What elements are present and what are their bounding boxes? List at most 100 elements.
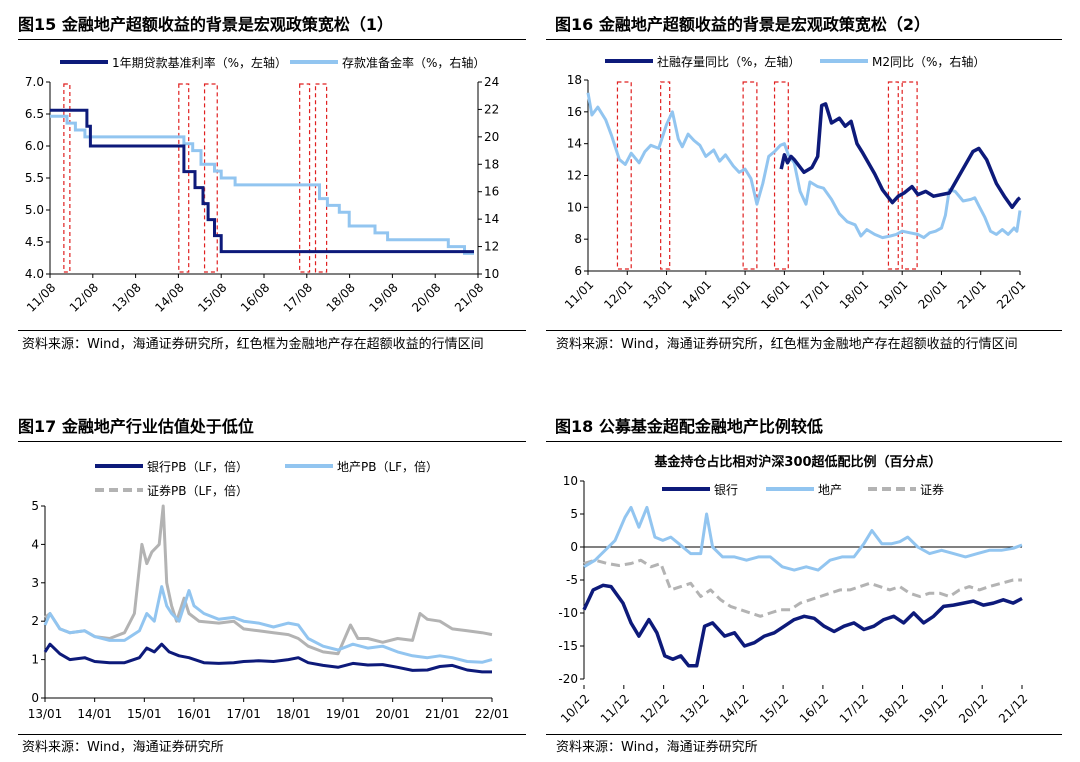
chart17-y-label: 2 bbox=[31, 614, 39, 628]
chart18-y-label: -5 bbox=[566, 573, 578, 587]
chart16-x-label: 14/01 bbox=[680, 277, 714, 311]
source-note-18: 资料来源：Wind，海通证券研究所 bbox=[556, 740, 758, 755]
chart16-highlight-box bbox=[616, 81, 632, 270]
chart15-y-left-label: 5.0 bbox=[25, 203, 44, 217]
source-rule-18 bbox=[546, 734, 1062, 735]
chart16-highlight-box bbox=[773, 81, 789, 270]
chart15-highlight-box bbox=[299, 83, 311, 273]
chart15-y-right-label: 10 bbox=[484, 267, 499, 281]
chart18-y-label: -15 bbox=[558, 639, 578, 653]
chart18-x-label: 14/12 bbox=[717, 691, 751, 725]
panel-title-17: 图17 金融地产行业估值处于低位 bbox=[18, 417, 254, 436]
chart16-y-label: 18 bbox=[567, 73, 582, 87]
chart16-y-label: 12 bbox=[567, 169, 582, 183]
chart18-y-label: 0 bbox=[570, 540, 578, 554]
chart17-series-realestate bbox=[43, 585, 493, 664]
source-rule-16 bbox=[546, 330, 1062, 331]
title-rule-16 bbox=[546, 39, 1062, 40]
chart15-x-label: 20/08 bbox=[409, 280, 443, 314]
chart17-legend-bank-label: 银行PB（LF，倍） bbox=[147, 459, 248, 474]
chart16-x-label: 15/01 bbox=[719, 277, 753, 311]
chart15-legend-lpr-label: 1年期贷款基准利率（%，左轴） bbox=[112, 55, 287, 70]
title-rule-18 bbox=[546, 441, 1062, 442]
chart17-y-label: 1 bbox=[31, 653, 39, 667]
chart16-y-label: 14 bbox=[567, 137, 582, 151]
chart17-x-label: 15/01 bbox=[127, 707, 162, 721]
panel-title-15: 图15 金融地产超额收益的背景是宏观政策宽松（1） bbox=[18, 15, 393, 34]
chart18-title: 基金持仓占比相对沪深300超低配比例（百分点） bbox=[653, 454, 941, 470]
chart17-x-label: 16/01 bbox=[177, 707, 212, 721]
chart16-x-label: 13/01 bbox=[641, 277, 675, 311]
chart17-x-label: 17/01 bbox=[226, 707, 261, 721]
chart15-y-right-label: 16 bbox=[484, 185, 499, 199]
chart15-highlight-box bbox=[314, 83, 328, 273]
source-note-16: 资料来源：Wind，海通证券研究所，红色框为金融地产存在超额收益的行情区间 bbox=[556, 337, 1018, 352]
chart15-highlight-box bbox=[63, 83, 71, 273]
chart15-x-label: 11/08 bbox=[24, 280, 58, 314]
chart15-y-left-label: 4.5 bbox=[25, 235, 44, 249]
chart17-x-label: 18/01 bbox=[276, 707, 311, 721]
chart18-legend-realestate-label: 地产 bbox=[818, 483, 842, 497]
chart17-x-label: 22/01 bbox=[475, 707, 510, 721]
chart18-legend-securities-label: 证券 bbox=[920, 482, 944, 497]
chart16-series-m2 bbox=[586, 92, 1022, 240]
chart15-highlight-box bbox=[203, 83, 218, 273]
chart15-x-label: 19/08 bbox=[366, 280, 400, 314]
chart16-x-label: 20/01 bbox=[915, 277, 949, 311]
chart16-highlight-box bbox=[742, 81, 758, 270]
chart15-x-label: 17/08 bbox=[281, 280, 315, 314]
chart18-x-label: 17/12 bbox=[837, 691, 871, 725]
chart17-series-bank bbox=[43, 642, 492, 674]
chart16-highlight-box bbox=[901, 81, 918, 270]
chart16-legend-m2-label: M2同比（%，右轴） bbox=[872, 54, 985, 69]
chart16-highlight-box bbox=[660, 81, 671, 270]
chart18-x-label: 15/12 bbox=[757, 691, 791, 725]
chart15-y-left-label: 4.0 bbox=[25, 267, 44, 281]
chart18-x-label: 18/12 bbox=[877, 691, 911, 725]
chart15-y-left-label: 6.5 bbox=[25, 107, 44, 121]
panel-title-16: 图16 金融地产超额收益的背景是宏观政策宽松（2） bbox=[555, 15, 930, 34]
chart17-legend-realestate-label: 地产PB（LF，倍） bbox=[337, 459, 438, 474]
chart15-y-left-label: 5.5 bbox=[25, 171, 44, 185]
chart15-x-label: 14/08 bbox=[152, 280, 186, 314]
chart16-legend-tsf-label: 社融存量同比（%，左轴） bbox=[657, 54, 800, 69]
chart15-y-right-label: 18 bbox=[484, 157, 499, 171]
chart16-y-label: 6 bbox=[574, 264, 582, 278]
chart15-y-left-label: 7.0 bbox=[25, 75, 44, 89]
chart15-x-label: 12/08 bbox=[67, 280, 101, 314]
chart15-y-right-label: 20 bbox=[484, 130, 499, 144]
chart15-y-right-label: 12 bbox=[484, 240, 499, 254]
chart17-x-label: 20/01 bbox=[375, 707, 410, 721]
chart18-x-label: 13/12 bbox=[677, 691, 711, 725]
chart15-y-right-label: 24 bbox=[484, 75, 499, 89]
chart18-legend-bank-label: 银行 bbox=[714, 483, 738, 497]
chart18-x-label: 19/12 bbox=[916, 691, 950, 725]
chart17-y-label: 5 bbox=[31, 499, 39, 513]
chart18-x-label: 10/12 bbox=[558, 691, 592, 725]
chart18-x-label: 21/12 bbox=[996, 691, 1030, 725]
chart16-series-tsf bbox=[779, 102, 1022, 210]
source-note-15: 资料来源：Wind，海通证券研究所，红色框为金融地产存在超额收益的行情区间 bbox=[22, 337, 484, 352]
chart16-x-label: 21/01 bbox=[955, 277, 989, 311]
chart16-x-label: 18/01 bbox=[837, 277, 871, 311]
chart17-legend-securities-label: 证券PB（LF，倍） bbox=[147, 483, 248, 498]
chart15-y-right-label: 22 bbox=[484, 102, 499, 116]
source-rule-17 bbox=[18, 734, 526, 735]
chart17-y-label: 0 bbox=[31, 691, 39, 705]
chart18-y-label: -20 bbox=[558, 672, 578, 686]
chart18-x-label: 20/12 bbox=[956, 691, 990, 725]
chart15-x-label: 18/08 bbox=[324, 280, 358, 314]
chart15-y-right-label: 14 bbox=[484, 212, 499, 226]
chart15-y-left-label: 6.0 bbox=[25, 139, 44, 153]
chart16-x-label: 17/01 bbox=[798, 277, 832, 311]
chart15-x-label: 21/08 bbox=[452, 280, 486, 314]
chart17-y-label: 4 bbox=[31, 537, 39, 551]
title-rule-15 bbox=[18, 39, 526, 40]
chart16-x-label: 22/01 bbox=[994, 277, 1028, 311]
chart16-x-label: 16/01 bbox=[758, 277, 792, 311]
chart17-x-label: 13/01 bbox=[28, 707, 63, 721]
chart18-y-label: 10 bbox=[563, 474, 578, 488]
chart15-series-rrr bbox=[50, 114, 474, 255]
chart17-x-label: 14/01 bbox=[77, 707, 112, 721]
